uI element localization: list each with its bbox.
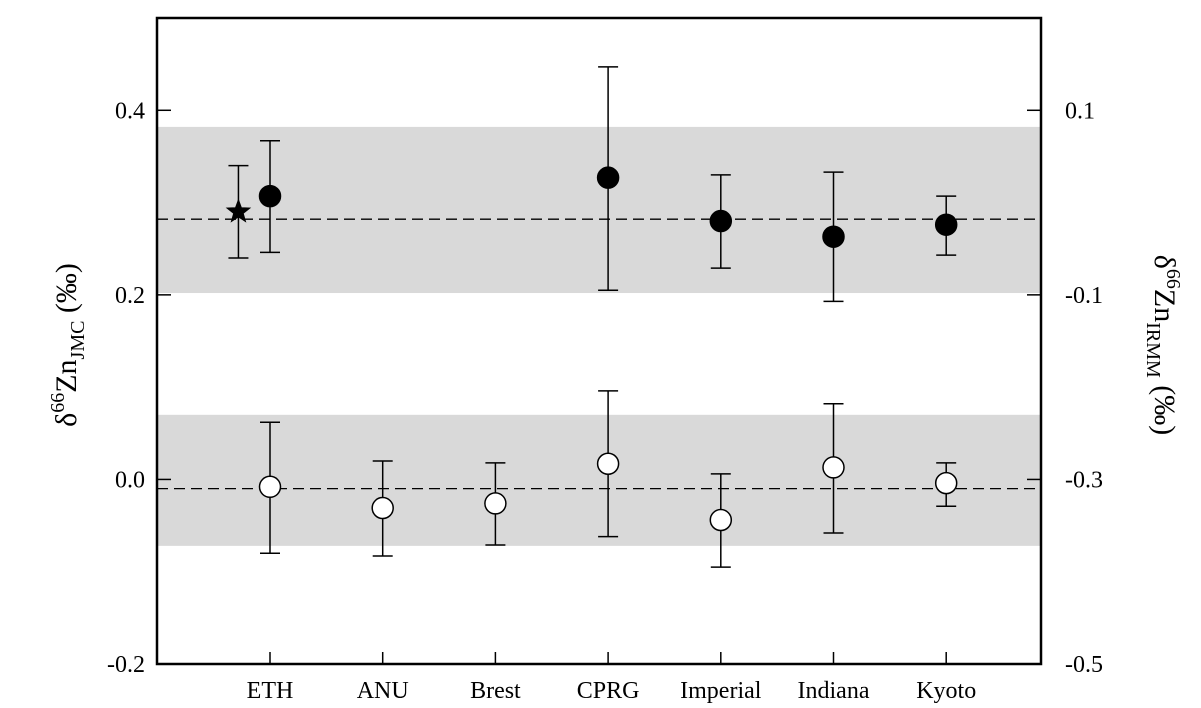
- open-circle-marker-anu-2: [371, 496, 394, 520]
- filled-circle-marker-indiana-1: [822, 225, 845, 248]
- shaded-band-1: [157, 414, 1041, 546]
- y-left-tick-label: -0.2: [107, 652, 145, 678]
- y-left-tick-label: 0.4: [115, 98, 145, 124]
- filled-circle-marker-cprg-1: [596, 166, 620, 189]
- y-right-element: Zn: [1148, 289, 1181, 322]
- y-right-tick-label: -0.5: [1065, 652, 1103, 678]
- y-left-subscript: JMC: [67, 321, 89, 360]
- x-tick-label: Indiana: [798, 678, 870, 704]
- reference-lines: [157, 218, 1041, 490]
- x-tick-label: CPRG: [577, 678, 640, 704]
- y-right-mass: 66: [1162, 269, 1184, 289]
- data-markers: [225, 166, 958, 532]
- y-right-tick-label: -0.1: [1065, 283, 1103, 309]
- y-left-tick-label: 0.2: [115, 283, 145, 309]
- x-tick-label: Brest: [470, 678, 521, 704]
- shaded-band-0: [157, 126, 1041, 294]
- x-tick-label: ETH: [247, 678, 294, 704]
- filled-circle-marker-imperial-1: [709, 209, 733, 233]
- filled-circle-marker-kyoto-1: [934, 213, 958, 236]
- reference-bands: [157, 126, 1041, 546]
- star-marker-eth-0: [225, 198, 252, 223]
- tick-labels: -0.2 0.0 0.2 0.4 -0.5 -0.3 -0.1 0.1 ETH ANU Brest C…: [107, 98, 1103, 704]
- open-circle-marker-indiana-2: [822, 456, 845, 479]
- x-tick-label: ANU: [357, 678, 409, 704]
- y-right-subscript: IRMM: [1142, 322, 1164, 378]
- y-right-unit: (‰): [1148, 378, 1181, 435]
- open-circle-marker-imperial-2: [709, 508, 733, 532]
- y-right-delta: δ: [1148, 255, 1181, 269]
- open-circle-marker-eth-2: [258, 475, 282, 499]
- y-axis-title-left: δ66ZnJMC (‰): [47, 263, 89, 427]
- open-circle-marker-kyoto-2: [934, 471, 958, 495]
- y-left-unit: (‰): [50, 263, 83, 320]
- open-circle-marker-brest-2: [484, 492, 507, 515]
- x-tick-label: Kyoto: [916, 678, 976, 704]
- plot-frame: [155, 16, 1043, 666]
- y-left-mass: 66: [47, 393, 69, 413]
- y-left-tick-label: 0.0: [115, 467, 145, 493]
- y-left-delta: δ: [50, 413, 83, 427]
- filled-circle-marker-eth-1: [258, 184, 282, 208]
- y-left-element: Zn: [50, 359, 83, 392]
- y-right-tick-label: 0.1: [1065, 98, 1095, 124]
- axis-ticks: [157, 109, 1041, 665]
- y-axis-title-right: δ66ZnIRMM (‰): [1142, 255, 1184, 436]
- y-right-tick-label: -0.3: [1065, 467, 1103, 493]
- x-tick-label: Imperial: [680, 678, 762, 704]
- open-circle-marker-cprg-2: [596, 452, 620, 475]
